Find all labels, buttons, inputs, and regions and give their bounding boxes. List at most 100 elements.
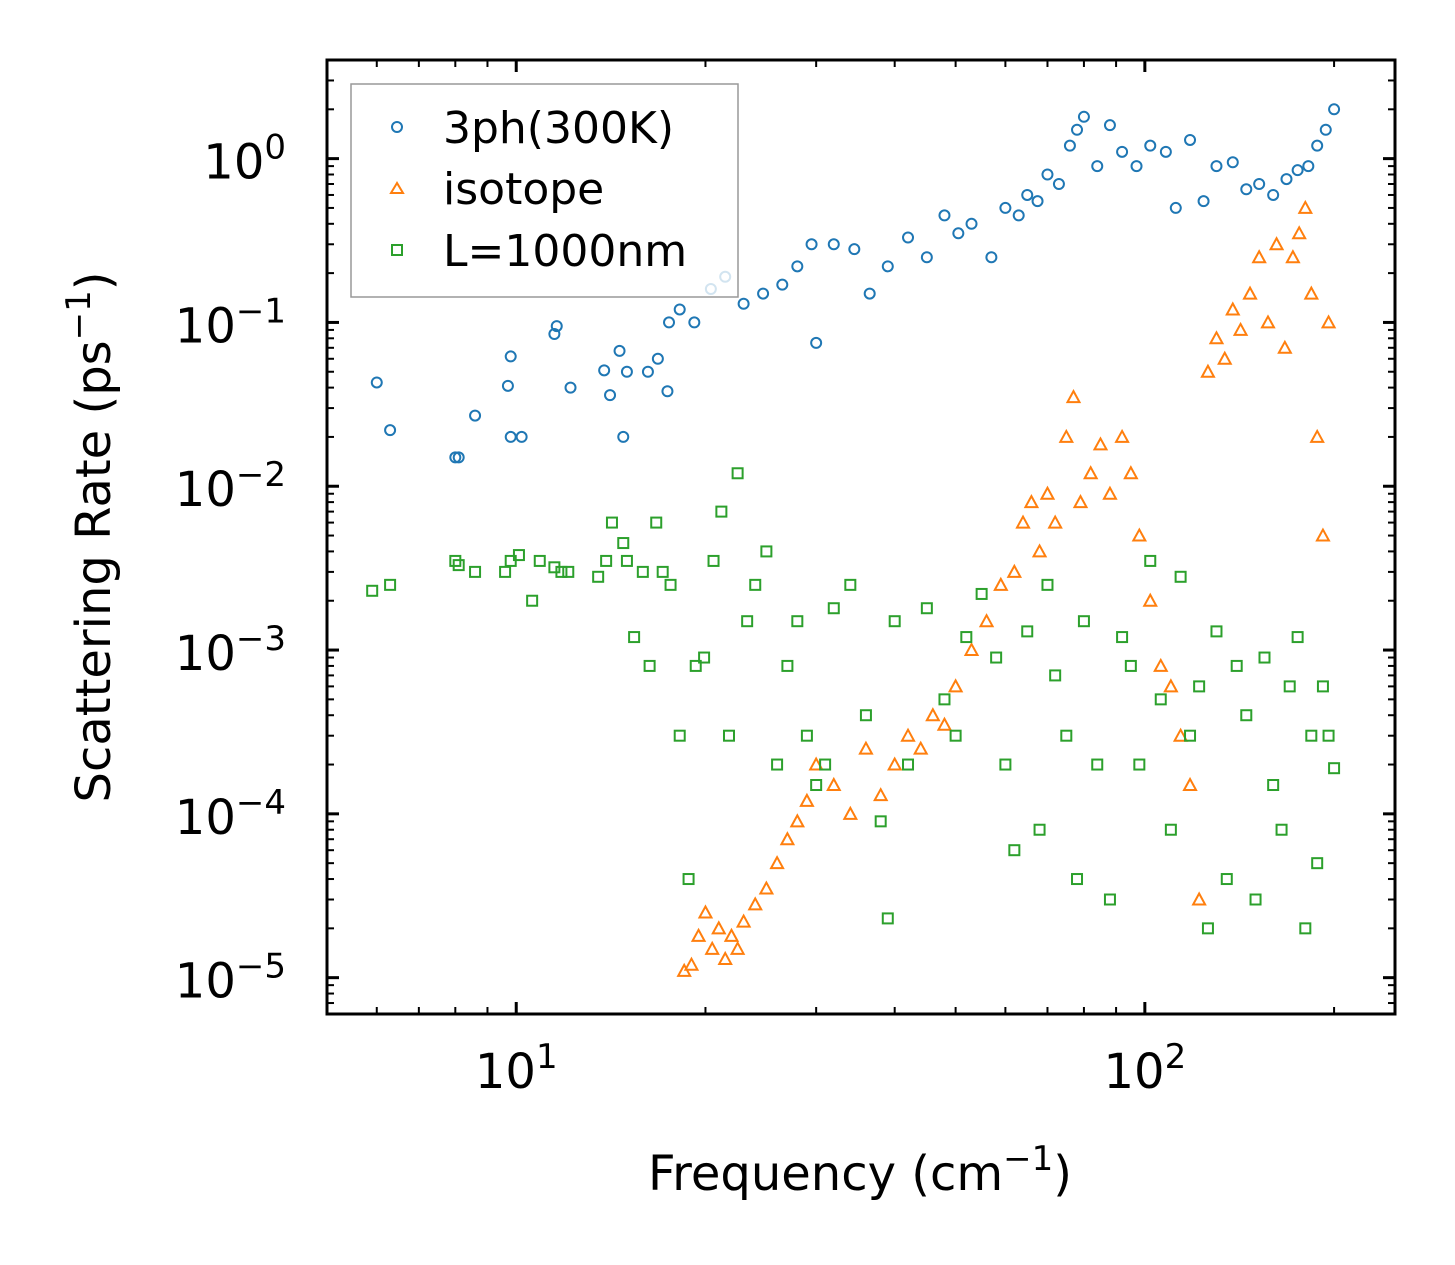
point-isotope-26 [947, 678, 964, 693]
point-l-1000nm-43 [859, 709, 872, 722]
point-l-1000nm-23 [664, 578, 677, 591]
point-3ph-300k-3 [452, 451, 465, 464]
point-isotope-17 [826, 776, 842, 792]
point-l-1000nm-82 [1275, 823, 1288, 836]
point-3ph-300k-57 [1184, 133, 1197, 146]
x-axis-title-text: Frequency (cm [648, 1146, 1003, 1202]
point-3ph-300k-45 [1041, 168, 1054, 181]
point-3ph-300k-8 [515, 430, 528, 443]
y-tick-label-1-exp: −1 [236, 291, 286, 331]
y-tick-label-3: 10−3 [175, 619, 286, 682]
point-l-1000nm-73 [1193, 680, 1206, 693]
point-3ph-300k-41 [999, 201, 1012, 214]
point-l-1000nm-58 [1041, 578, 1054, 591]
x-tick-label-0-base: 10 [475, 1044, 536, 1100]
point-l-1000nm-55 [1008, 844, 1021, 857]
point-isotope-46 [1153, 657, 1169, 672]
point-isotope-47 [1163, 678, 1179, 693]
point-isotope-63 [1297, 199, 1314, 214]
point-l-1000nm-70 [1164, 823, 1177, 836]
y-tick-label-0-exp: 0 [264, 128, 286, 168]
y-tick-label-1: 10−1 [175, 291, 286, 354]
point-isotope-62 [1291, 225, 1307, 240]
point-isotope-10 [747, 896, 763, 911]
point-isotope-27 [963, 641, 980, 657]
point-isotope-31 [1015, 514, 1031, 529]
point-isotope-54 [1225, 301, 1241, 316]
point-l-1000nm-39 [810, 779, 823, 792]
point-isotope-14 [789, 813, 806, 828]
point-3ph-300k-17 [641, 365, 654, 378]
y-tick-label-3-base: 10 [175, 626, 236, 682]
point-isotope-21 [887, 756, 903, 771]
point-3ph-300k-44 [1031, 195, 1044, 208]
y-tick-label-5-exp: −5 [236, 947, 286, 987]
point-3ph-300k-52 [1116, 145, 1129, 158]
point-l-1000nm-57 [1033, 823, 1046, 836]
point-l-1000nm-41 [827, 602, 840, 615]
x-tick-label-1-exp: 2 [1165, 1037, 1187, 1077]
point-l-1000nm-52 [975, 587, 988, 600]
point-3ph-300k-67 [1311, 139, 1324, 152]
point-isotope-23 [913, 740, 929, 755]
point-isotope-15 [799, 792, 815, 807]
point-3ph-300k-0 [370, 376, 383, 389]
point-3ph-300k-29 [805, 238, 818, 251]
point-isotope-6 [717, 950, 733, 965]
point-3ph-300k-66 [1302, 160, 1315, 173]
point-isotope-5 [711, 920, 727, 935]
point-isotope-30 [1006, 563, 1023, 578]
point-l-1000nm-44 [874, 815, 887, 828]
point-isotope-37 [1065, 389, 1082, 404]
point-l-1000nm-50 [949, 729, 962, 742]
point-l-1000nm-71 [1174, 570, 1187, 583]
x-axis-title-close: ) [1053, 1146, 1072, 1202]
point-l-1000nm-61 [1071, 873, 1084, 886]
point-isotope-60 [1277, 339, 1293, 354]
point-3ph-300k-42 [1012, 209, 1025, 222]
point-isotope-36 [1058, 428, 1074, 443]
axis-ticks [326, 59, 1395, 1015]
point-3ph-300k-11 [564, 381, 577, 394]
point-3ph-300k-27 [776, 278, 789, 291]
y-tick-label-4-exp: −4 [236, 783, 286, 823]
point-isotope-20 [873, 787, 889, 802]
data-points-layer [366, 103, 1341, 977]
point-isotope-40 [1092, 436, 1109, 451]
y-axis-title-close: ) [66, 271, 122, 290]
point-l-1000nm-69 [1154, 693, 1167, 706]
point-3ph-300k-35 [902, 231, 915, 244]
point-3ph-300k-38 [952, 227, 965, 240]
point-isotope-64 [1303, 285, 1320, 300]
point-isotope-29 [993, 576, 1009, 591]
point-isotope-19 [858, 740, 874, 755]
point-3ph-300k-50 [1091, 160, 1104, 173]
point-isotope-61 [1285, 249, 1301, 264]
legend-label-3ph: 3ph(300K) [443, 103, 674, 154]
x-tick-label-0-exp: 1 [536, 1037, 558, 1077]
point-l-1000nm-16 [617, 537, 630, 550]
point-3ph-300k-37 [938, 209, 951, 222]
point-l-1000nm-25 [682, 873, 695, 886]
point-3ph-300k-18 [651, 352, 664, 365]
point-l-1000nm-64 [1103, 893, 1116, 906]
point-isotope-44 [1131, 527, 1148, 542]
point-l-1000nm-38 [800, 729, 813, 742]
y-axis-title: Scattering Rate (ps−1) [59, 271, 122, 802]
point-isotope-43 [1123, 465, 1139, 480]
point-3ph-300k-25 [737, 297, 750, 310]
y-tick-label-3-exp: −3 [236, 619, 286, 659]
point-l-1000nm-18 [628, 631, 641, 644]
point-l-1000nm-42 [844, 578, 857, 591]
y-axis-title-text: Scattering Rate (ps [66, 340, 122, 802]
point-3ph-300k-58 [1197, 195, 1210, 208]
point-l-1000nm-78 [1240, 709, 1253, 722]
point-3ph-300k-60 [1226, 156, 1239, 169]
point-l-1000nm-45 [881, 912, 894, 925]
point-isotope-8 [729, 940, 746, 955]
point-l-1000nm-22 [656, 565, 669, 578]
point-l-1000nm-20 [643, 659, 656, 672]
y-tick-label-2: 10−2 [175, 455, 286, 518]
y-tick-label-0: 100 [203, 128, 286, 191]
